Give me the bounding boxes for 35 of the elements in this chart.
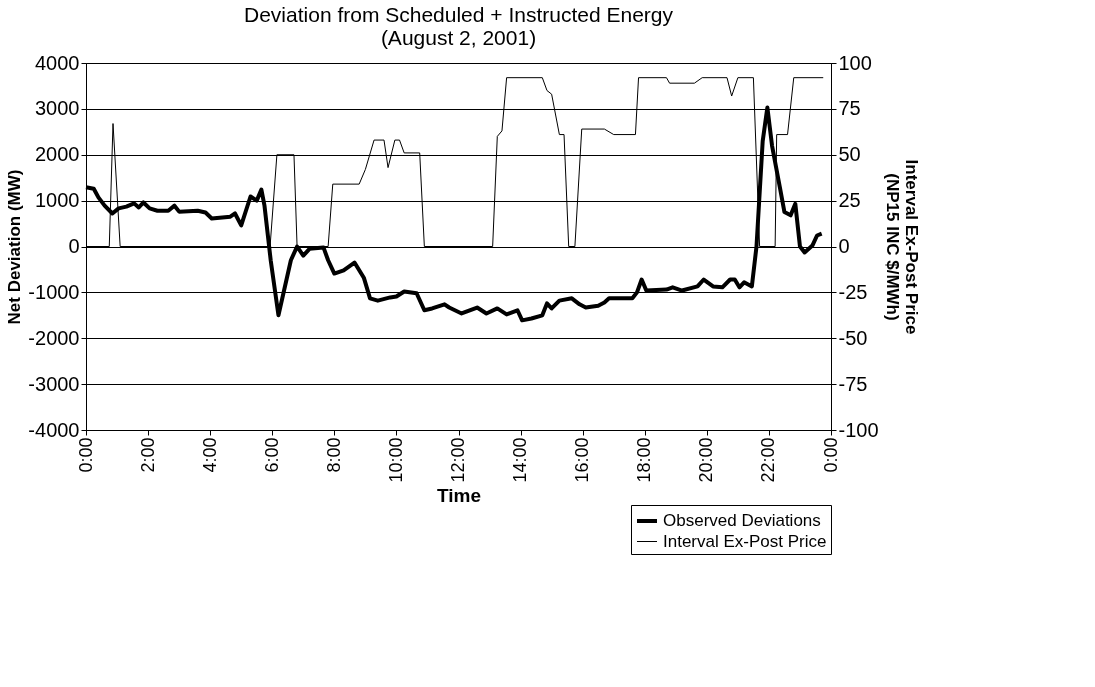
x-tick-label: 4:00 (199, 437, 220, 473)
y2-tick-label: 75 (838, 97, 861, 120)
x-tick-label: 0:00 (820, 437, 841, 473)
y-tick-label: 1000 (35, 189, 80, 212)
x-tick-label: 12:00 (448, 437, 468, 483)
x-tick-label: 14:00 (510, 437, 531, 483)
y2-tick-label: 100 (838, 51, 872, 74)
x-tick-label: 22:00 (758, 437, 779, 483)
y-tick-label: 0 (68, 235, 80, 257)
y2-tick-label: 25 (838, 189, 861, 212)
y2-tick-label: 50 (838, 143, 861, 166)
x-tick-label: 18:00 (634, 437, 655, 483)
x-tick-label: 20:00 (696, 437, 717, 483)
x-tick-label: 2:00 (137, 437, 158, 473)
legend-label: Interval Ex-Post Price (663, 531, 827, 551)
x-tick-label: 8:00 (323, 437, 344, 473)
y-tick-label: 4000 (35, 51, 80, 74)
y2-axis-title: Interval Ex-Post Price (NP15 INC $/MWh) (882, 159, 921, 335)
x-tick-label: 10:00 (385, 437, 406, 483)
x-axis-title: Time (436, 484, 482, 506)
chart-title: Deviation from Scheduled + Instructed Energy (August 2, 2001) (244, 3, 674, 49)
y-tick-label: 3000 (35, 97, 80, 120)
legend-label: Observed Deviations (663, 511, 821, 530)
y-axis-title: Net Deviation (MW) (5, 169, 25, 325)
y-tick-label: -3000 (28, 372, 80, 395)
y-tick-label: -1000 (28, 280, 80, 303)
y2-tick-label: -100 (838, 418, 879, 441)
y2-tick-label: 0 (838, 235, 850, 257)
x-tick-label: 6:00 (261, 437, 282, 473)
y-tick-label: -2000 (28, 326, 80, 349)
y-tick-label: 2000 (35, 143, 80, 166)
y2-tick-label: -25 (838, 280, 868, 303)
y2-tick-label: -75 (838, 372, 868, 395)
x-tick-label: 16:00 (572, 437, 593, 483)
y2-tick-label: -50 (838, 326, 868, 349)
